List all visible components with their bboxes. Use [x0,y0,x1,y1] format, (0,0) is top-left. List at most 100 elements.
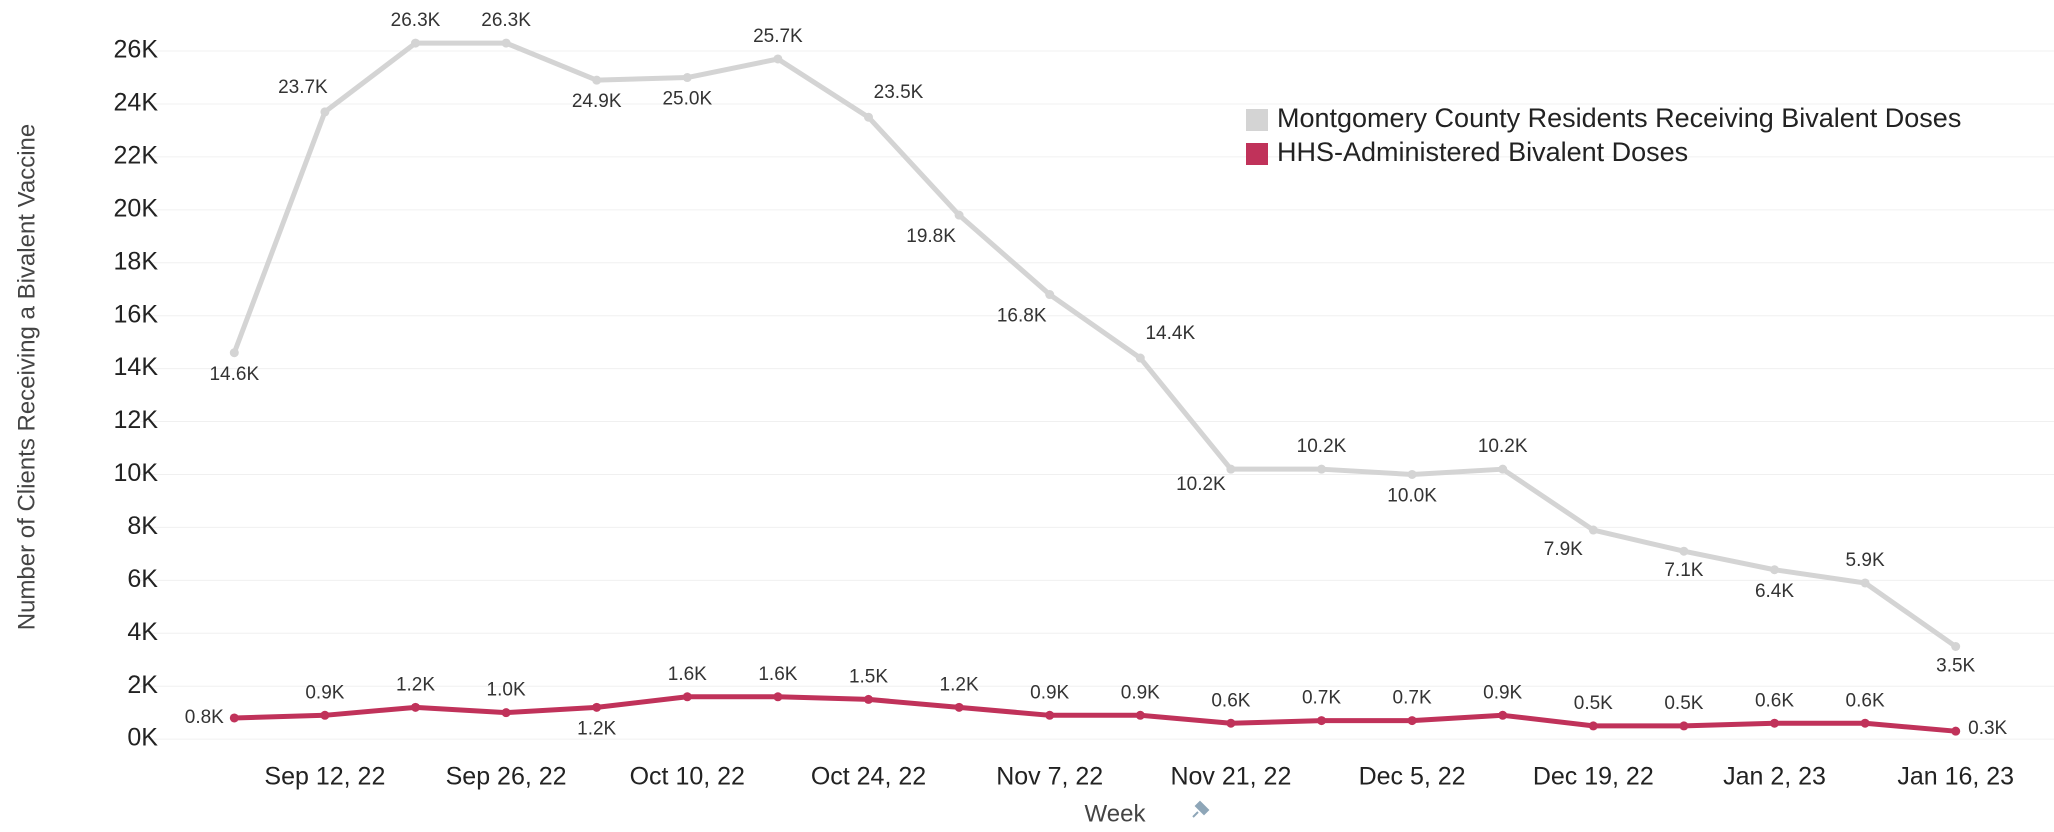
data-label: 0.9K [305,682,344,703]
point [1860,578,1870,588]
y-tick-label: 10K [114,459,159,487]
point [1588,721,1598,731]
y-tick-label: 12K [114,406,159,434]
point [1045,710,1055,720]
data-label: 10.2K [1297,436,1347,457]
data-label: 0.8K [185,707,224,728]
point [1317,464,1326,474]
x-tick-label: Dec 5, 22 [1359,763,1466,791]
point [864,694,873,704]
x-tick-label: Jan 2, 23 [1723,763,1826,791]
point [773,54,783,64]
y-tick-label: 2K [127,671,158,699]
point [1135,353,1145,363]
data-label: 24.9K [572,91,622,112]
y-tick-label: 4K [127,618,158,646]
data-label: 1.0K [487,680,526,701]
data-label: 1.2K [577,718,616,739]
x-tick-label: Dec 19, 22 [1533,763,1654,791]
x-tick-label: Nov 7, 22 [996,763,1103,791]
x-tick-label: Sep 26, 22 [446,763,567,791]
point [1498,710,1508,720]
y-tick-label: 22K [114,142,159,170]
data-label: 10.0K [1387,485,1437,506]
point [1045,290,1055,300]
point [229,348,239,358]
data-label: 14.4K [1145,323,1195,344]
y-tick-label: 24K [114,89,159,117]
point [1498,464,1508,474]
data-label: 0.7K [1302,688,1341,709]
point [682,73,692,83]
data-label: 1.5K [849,666,888,687]
point [1860,718,1870,728]
legend-label: Montgomery County Residents Receiving Bi… [1277,103,1961,133]
point [1770,718,1779,728]
data-label: 25.7K [753,26,803,47]
data-label: 0.5K [1664,693,1703,714]
data-label: 1.6K [668,664,707,685]
data-label: 0.6K [1211,690,1250,711]
point [1770,565,1779,575]
point [1407,716,1417,726]
y-tick-label: 20K [114,194,159,222]
data-label: 0.6K [1846,690,1885,711]
x-tick-label: Sep 12, 22 [264,763,385,791]
point [1135,710,1145,720]
point [1951,726,1961,736]
point [501,708,511,718]
point [1317,716,1326,726]
legend-swatch [1246,109,1268,131]
data-label: 0.6K [1755,690,1794,711]
y-axis-title: Number of Clients Receiving a Bivalent V… [13,124,40,630]
data-label: 0.9K [1483,682,1522,703]
point [1951,641,1961,651]
legend-swatch [1246,143,1268,165]
data-label: 7.1K [1664,560,1703,581]
data-label: 10.2K [1176,474,1226,495]
data-label: 0.5K [1574,693,1613,714]
data-label: 3.5K [1936,656,1975,677]
line [234,694,1956,734]
y-tick-label: 18K [114,247,159,275]
data-label: 25.0K [662,89,712,110]
y-tick-label: 8K [127,512,158,540]
y-tick-label: 0K [127,724,158,752]
x-tick-label: Oct 10, 22 [630,763,745,791]
point [1226,718,1236,728]
x-axis-title: Week [1085,800,1147,827]
point [320,710,330,720]
point [1407,469,1417,479]
legend-label: HHS-Administered Bivalent Doses [1277,137,1688,167]
point [1226,464,1236,474]
data-label: 26.3K [481,10,531,31]
point [954,702,964,712]
data-label: 1.2K [940,674,979,695]
point [864,112,873,122]
data-label: 23.5K [874,82,924,103]
point [1679,721,1689,731]
x-tick-label: Oct 24, 22 [811,763,926,791]
point [501,38,511,48]
point [320,107,330,117]
data-label: 0.3K [1968,718,2007,739]
data-label: 0.9K [1030,682,1069,703]
data-label: 23.7K [278,77,328,98]
point [773,692,783,702]
y-tick-label: 14K [114,353,159,381]
point [954,210,964,220]
data-label: 26.3K [391,10,441,31]
x-tick-label: Jan 16, 23 [1897,763,2014,791]
data-label: 1.2K [396,674,435,695]
point [229,713,239,723]
point [411,702,420,712]
data-label: 16.8K [997,306,1047,327]
pin-icon [1192,800,1210,818]
y-tick-label: 6K [127,565,158,593]
data-label: 0.7K [1393,688,1432,709]
data-label: 0.9K [1121,682,1160,703]
point [411,38,420,48]
data-label: 19.8K [906,226,956,247]
